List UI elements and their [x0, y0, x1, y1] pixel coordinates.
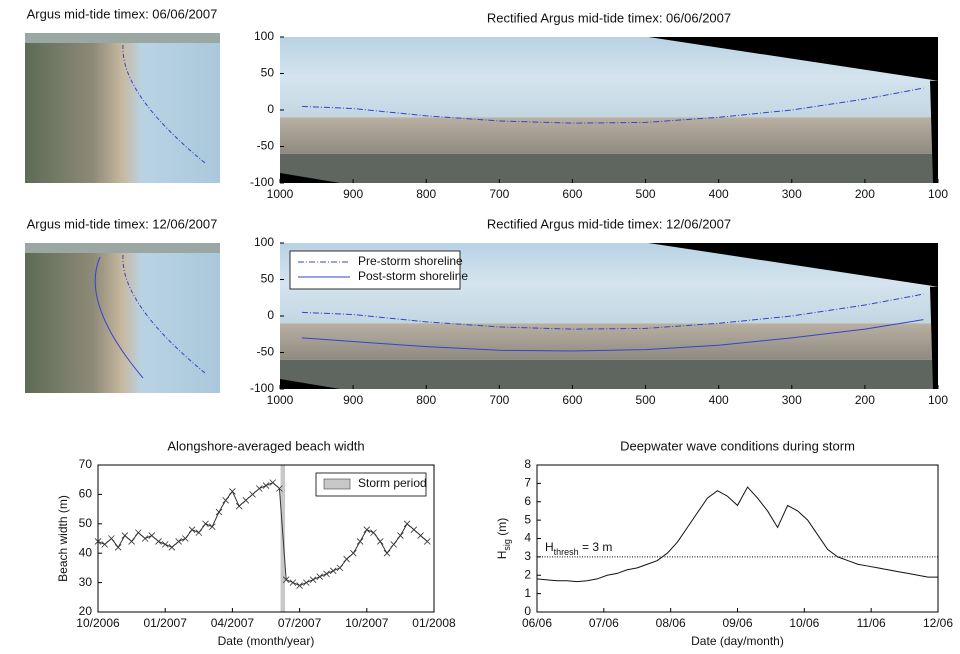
x-tick-label: 400 [709, 187, 729, 201]
photo-image [25, 243, 220, 393]
x-tick-label: 200 [855, 187, 875, 201]
text-part: thresh [554, 547, 579, 557]
y-tick-label: 4 [524, 531, 531, 545]
photo-sky [25, 33, 220, 43]
x-tick-label: 1000 [267, 187, 294, 201]
x-tick-label: 12/06 [923, 616, 953, 630]
x-tick-label: 700 [489, 187, 509, 201]
x-tick-label: 200 [855, 393, 875, 407]
x-axis-label: Date (day/month) [691, 634, 784, 648]
y-tick-label: 5 [524, 512, 531, 526]
photo [25, 243, 220, 393]
photo-image [25, 33, 220, 183]
text-part: H [495, 551, 509, 560]
chart-title: Deepwater wave conditions during storm [620, 438, 855, 453]
chart-title: Argus mid-tide timex: 12/06/2007 [27, 216, 218, 231]
x-tick-label: 11/06 [857, 616, 886, 630]
x-tick-label: 07/06 [589, 616, 619, 630]
y-axis-label: Hsig (m) [495, 518, 512, 560]
photo-sky [25, 243, 220, 253]
y-tick-label: 0 [267, 308, 274, 322]
y-tick-label: 100 [254, 235, 274, 249]
y-tick-label: 30 [79, 575, 93, 589]
y-tick-label: 7 [524, 476, 531, 490]
x-tick-label: 07/2007 [278, 616, 322, 630]
y-axis-label: Beach width (m) [56, 495, 70, 582]
photo [25, 33, 220, 183]
y-tick-label: 0 [267, 102, 274, 116]
x-tick-label: 800 [416, 393, 436, 407]
y-tick-label: 1 [524, 586, 531, 600]
y-tick-label: -50 [257, 345, 275, 359]
x-tick-label: 900 [343, 393, 363, 407]
x-tick-label: 600 [562, 393, 582, 407]
y-tick-label: 50 [261, 66, 275, 80]
x-tick-label: 06/06 [522, 616, 552, 630]
dunes [280, 360, 938, 389]
x-tick-label: 10/2007 [345, 616, 389, 630]
chart-title: Rectified Argus mid-tide timex: 12/06/20… [487, 216, 731, 231]
y-tick-label: 60 [79, 487, 93, 501]
x-tick-label: 01/2008 [412, 616, 456, 630]
x-tick-label: 300 [782, 187, 802, 201]
x-tick-label: 700 [489, 393, 509, 407]
x-tick-label: 400 [709, 393, 729, 407]
legend-label: Pre-storm shoreline [358, 254, 463, 268]
x-tick-label: 09/06 [722, 616, 752, 630]
legend-label: Storm period [358, 476, 427, 490]
y-tick-label: 50 [79, 516, 93, 530]
chart-title: Alongshore-averaged beach width [167, 438, 364, 453]
legend-swatch [324, 479, 350, 489]
beach [280, 117, 938, 154]
x-tick-label: 500 [636, 393, 656, 407]
x-tick-label: 01/2007 [144, 616, 188, 630]
y-tick-label: 70 [79, 457, 93, 471]
text-part: H [545, 540, 554, 554]
page: Argus mid-tide timex: 06/06/2007 Rectifie… [0, 0, 960, 654]
y-tick-label: 2 [524, 567, 531, 581]
x-tick-label: 800 [416, 187, 436, 201]
y-tick-label: 8 [524, 457, 531, 471]
plot-frame [537, 465, 938, 612]
x-tick-label: 600 [562, 187, 582, 201]
y-tick-label: -50 [257, 139, 275, 153]
x-tick-label: 900 [343, 187, 363, 201]
legend-label: Post-storm shoreline [358, 269, 468, 283]
chart-title: Rectified Argus mid-tide timex: 06/06/20… [487, 10, 731, 25]
y-tick-label: 3 [524, 549, 531, 563]
y-tick-label: 6 [524, 494, 531, 508]
y-tick-label: 50 [261, 272, 275, 286]
x-tick-label: 1000 [267, 393, 294, 407]
x-tick-label: 500 [636, 187, 656, 201]
chart-title: Argus mid-tide timex: 06/06/2007 [27, 6, 218, 21]
figure: Argus mid-tide timex: 06/06/2007 Rectifie… [0, 0, 960, 654]
rectified-image [280, 37, 938, 183]
x-tick-label: 04/2007 [211, 616, 255, 630]
x-tick-label: 100 [928, 393, 948, 407]
x-tick-label: 10/06 [789, 616, 819, 630]
x-axis-label: Date (month/year) [218, 634, 315, 648]
text-part: = 3 m [579, 540, 613, 554]
beach [280, 323, 938, 360]
x-tick-label: 100 [928, 187, 948, 201]
dunes [280, 154, 938, 183]
x-tick-label: 08/06 [656, 616, 686, 630]
y-tick-label: 100 [254, 29, 274, 43]
x-tick-label: 300 [782, 393, 802, 407]
text-part: (m) [495, 518, 509, 539]
x-tick-label: 10/2006 [76, 616, 120, 630]
text-part: sig [502, 539, 512, 551]
y-tick-label: 40 [79, 545, 93, 559]
